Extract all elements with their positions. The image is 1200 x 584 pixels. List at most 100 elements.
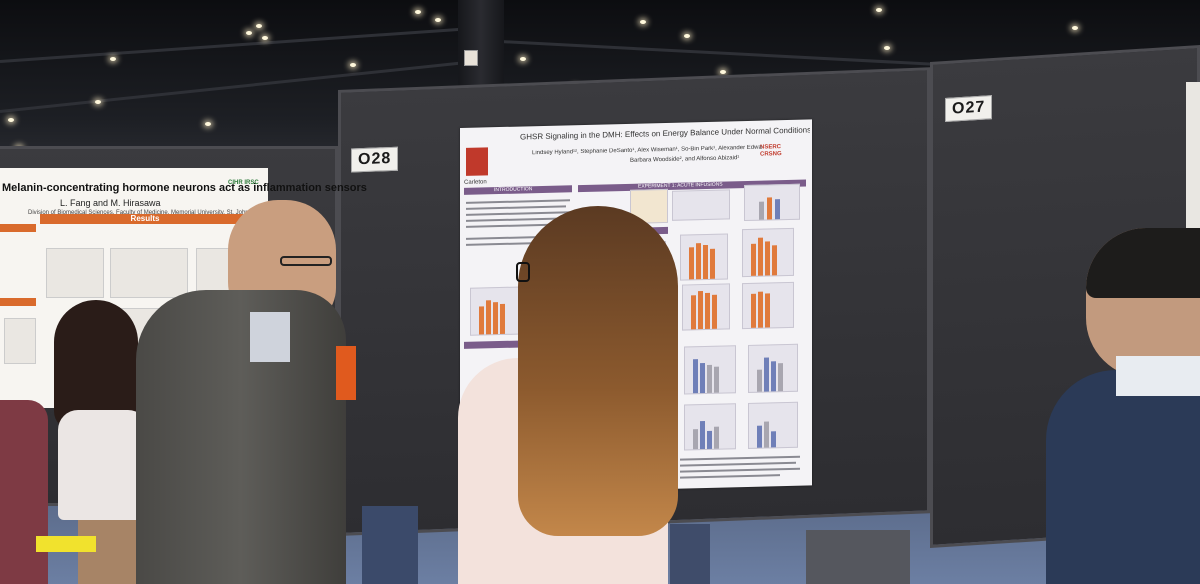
ceiling-light (110, 57, 116, 61)
bar (712, 294, 717, 329)
bar (696, 243, 701, 280)
long-hair (518, 206, 678, 536)
bar-graph-panel (744, 183, 800, 222)
university-crest-icon (466, 147, 488, 176)
bar (771, 431, 776, 448)
bar-graph-panel (742, 227, 794, 278)
section-header-bar: INTRODUCTION (464, 185, 572, 195)
bar (751, 243, 756, 276)
bar (757, 369, 762, 392)
ceiling-light (640, 20, 646, 24)
bar (764, 421, 769, 448)
shirt-collar (250, 312, 290, 362)
poster-authors-line2: Barbara Woodside², and Alfonso Abizaid¹ (630, 155, 740, 164)
section-header: INTRODUCTION (494, 186, 533, 194)
ceiling-light (262, 36, 268, 40)
attendee-man-jacket (130, 200, 350, 584)
orange-tag (336, 346, 356, 400)
hair (1086, 228, 1200, 298)
bar (693, 359, 698, 394)
text-line (680, 474, 780, 479)
grey-jacket (136, 290, 346, 584)
attendee-man-right (1046, 228, 1200, 584)
section-header-bar (0, 224, 36, 232)
attendee-woman-left (48, 300, 158, 584)
poster-title: GHSR Signaling in the DMH: Effects on En… (520, 125, 810, 142)
bar (772, 245, 777, 276)
ceiling-light (95, 100, 101, 104)
bar (693, 429, 698, 450)
attendee-woman-center (458, 206, 690, 584)
bar-graph-panel (748, 401, 798, 449)
funder-logo: NSERC CRSNG (760, 144, 782, 158)
attendee-legs (670, 524, 710, 584)
ceiling-light (876, 8, 882, 12)
bar (765, 241, 770, 276)
bar (775, 199, 780, 220)
figure-panel (4, 318, 36, 364)
bar (700, 421, 705, 450)
section-header-bar (0, 298, 36, 306)
ceiling-light (720, 70, 726, 74)
bar (751, 293, 756, 328)
attendee-legs (806, 530, 910, 584)
ceiling-light (435, 18, 441, 22)
bar-graph-panel (684, 403, 736, 451)
bar (707, 364, 712, 393)
poster-edge-right (1186, 82, 1200, 232)
institution-label: Carleton (464, 179, 487, 186)
figure-panel (110, 248, 188, 298)
bar (765, 293, 770, 328)
white-sweater (58, 410, 148, 520)
ceiling-beam (0, 27, 469, 63)
text-line (466, 199, 570, 204)
poster-affiliation: Division of Biomedical Sciences, Faculty… (28, 210, 289, 216)
bar (714, 366, 719, 393)
bar (757, 425, 762, 448)
ceiling-light (415, 10, 421, 14)
ceiling-light (684, 34, 690, 38)
ceiling-light (1072, 26, 1078, 30)
section-header: Results (40, 214, 250, 224)
bar (700, 363, 705, 394)
bar (764, 357, 769, 392)
ceiling-light (205, 122, 211, 126)
bar (758, 291, 763, 328)
glasses-icon (516, 262, 530, 282)
glasses-icon (280, 256, 332, 266)
shirt-collar (1116, 356, 1200, 396)
navy-blazer (1046, 370, 1200, 584)
bar (767, 197, 772, 220)
bar (778, 363, 783, 392)
ceiling-light (350, 63, 356, 67)
skirt (78, 520, 138, 584)
bar (703, 244, 708, 280)
ceiling-light (8, 118, 14, 122)
attendee-legs (362, 506, 418, 584)
bar-graph-panel (742, 281, 794, 330)
bar (707, 430, 712, 449)
ceiling-light (246, 31, 252, 35)
text-line (680, 455, 800, 461)
bar (714, 426, 719, 449)
ceiling-light (520, 57, 526, 61)
bar (759, 201, 764, 220)
poster-title: Melanin-concentrating hormone neurons ac… (2, 182, 367, 194)
figure-panel (46, 248, 104, 298)
board-number-label: O27 (945, 95, 993, 123)
text-line (680, 467, 800, 473)
fire-sign (464, 50, 478, 66)
bar (710, 248, 715, 279)
poster-authors: L. Fang and M. Hirasawa (60, 198, 161, 208)
yellow-bag (36, 536, 96, 552)
text-line (680, 461, 796, 467)
board-number-label: O28 (351, 146, 399, 173)
funder-logo: CIHR IRSC (228, 180, 259, 186)
attendee-edge-left (0, 400, 48, 584)
bar (758, 237, 763, 276)
ceiling-light (256, 24, 262, 28)
bar (691, 295, 696, 330)
bar-graph-panel (748, 343, 798, 393)
hair (54, 300, 138, 430)
ceiling-light (884, 46, 890, 50)
